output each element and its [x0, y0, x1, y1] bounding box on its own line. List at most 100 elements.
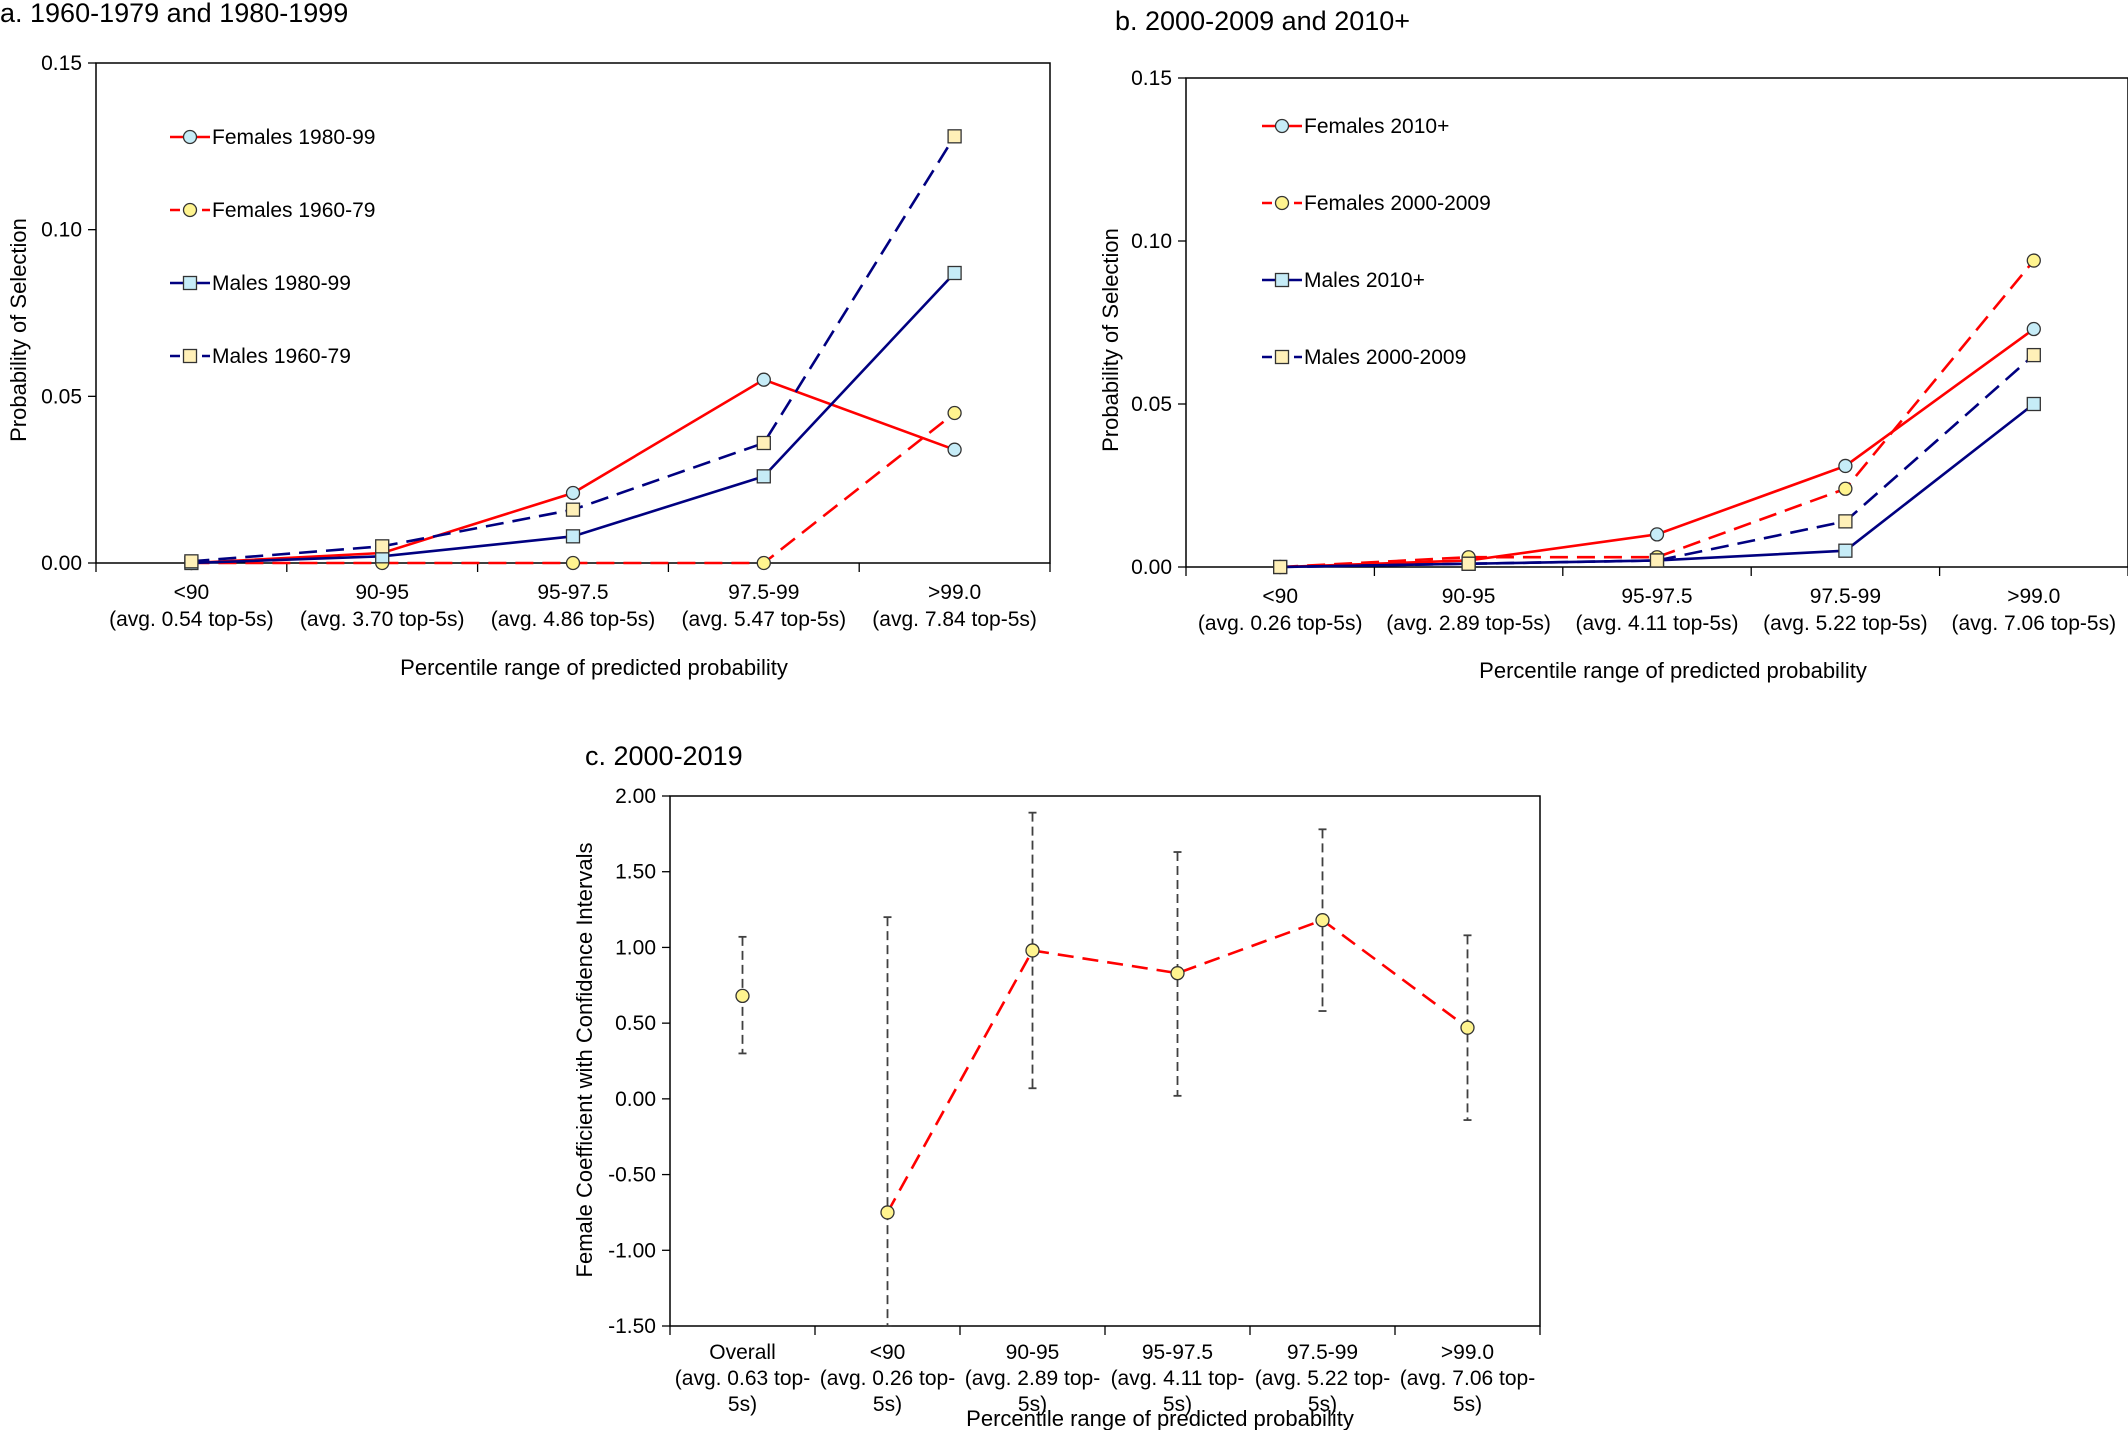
series-line [886, 918, 1469, 1214]
x-tick-sublabel: (avg. 0.26 top- [820, 1367, 955, 1390]
panel-c-x-ticks: Overall (avg. 0.63 top- 5s) <90 (avg. 0.26 t… [669, 1326, 1541, 1416]
x-tick-label: 90-95 [1442, 585, 1496, 608]
panel-b-title: b. 2000-2009 and 2010+ [1115, 6, 1410, 36]
x-tick-sublabel: (avg. 4.11 top-5s) [1575, 612, 1738, 635]
y-tick-label: 0.00 [41, 552, 82, 575]
data-point [2026, 321, 2041, 337]
panel-a-series [184, 129, 962, 571]
panel-b-legend: Females 2010+ Females 2000-2009 Males 2010… [1262, 115, 1491, 369]
legend-marker [182, 348, 198, 364]
data-point [1838, 514, 1853, 529]
x-tick-label: <90 [174, 581, 210, 604]
panel-b-series [1273, 253, 2041, 575]
x-tick-sublabel-2: 5s) [1453, 1393, 1482, 1416]
data-point [1170, 966, 1185, 981]
legend-marker [182, 275, 198, 291]
data-point [735, 988, 750, 1004]
legend-label: Females 1960-79 [212, 199, 375, 222]
x-tick-sublabel: (avg. 7.06 top-5s) [1952, 612, 2117, 635]
legend-marker [1274, 349, 1290, 365]
series-line [191, 272, 956, 565]
data-point [1315, 913, 1330, 928]
legend-marker [182, 202, 198, 218]
x-tick-label: <90 [1262, 585, 1298, 608]
x-tick-sublabel: (avg. 3.70 top-5s) [300, 608, 465, 631]
panel-b-y-axis-label: Probability of Selection [1098, 228, 1123, 452]
y-tick-label: 0.00 [1131, 556, 1172, 579]
x-tick-sublabel: (avg. 2.89 top-5s) [1386, 612, 1551, 635]
legend-marker [1274, 195, 1290, 211]
panel-a-y-axis-label: Probability of Selection [6, 218, 31, 442]
x-tick-label: 90-95 [355, 581, 409, 604]
data-point [565, 485, 581, 501]
y-tick-label: 0.15 [1131, 67, 1172, 90]
panel-c-plot-area [669, 795, 1541, 1327]
panel-c-chart: c. 2000-2019 Female Coefficient with Con… [572, 741, 1541, 1430]
panel-a-legend: Females 1980-99 Females 1960-79 Males 1980… [170, 126, 375, 368]
data-point [756, 372, 771, 387]
x-tick-label: 97.5-99 [1287, 1341, 1358, 1364]
panel-c-series [735, 913, 1475, 1220]
data-point [880, 1205, 895, 1220]
data-point [756, 435, 771, 451]
legend-marker [182, 129, 198, 145]
panel-c-confidence-intervals [738, 811, 1472, 1327]
y-tick-label: 0.15 [41, 52, 82, 75]
data-point [1838, 481, 1853, 496]
data-point [1460, 1020, 1475, 1035]
panel-b-plot-area [1185, 77, 2128, 568]
data-point [2026, 253, 2041, 268]
y-tick-label: -1.00 [608, 1239, 656, 1262]
x-tick-sublabel-2: 5s) [1308, 1393, 1337, 1416]
data-point [184, 554, 199, 569]
x-tick-sublabel: (avg. 4.86 top-5s) [491, 608, 656, 631]
x-tick-sublabel-2: 5s) [873, 1393, 902, 1416]
x-tick-label: 95-97.5 [1142, 1341, 1213, 1364]
x-tick-label: Overall [709, 1341, 776, 1364]
data-point [565, 529, 581, 544]
panel-c-y-ticks: -1.50 -1.00 -0.50 0.00 0.50 1.00 1.50 2.00 [608, 785, 670, 1338]
x-tick-label: <90 [870, 1341, 906, 1364]
legend-marker [1274, 272, 1290, 288]
x-tick-sublabel: (avg. 0.54 top-5s) [109, 608, 274, 631]
data-point [1838, 543, 1853, 558]
y-tick-label: 0.50 [615, 1012, 656, 1035]
panel-a-y-ticks: 0.00 0.05 0.10 0.15 [41, 52, 96, 575]
data-point [947, 129, 962, 144]
panel-b-chart: b. 2000-2009 and 2010+ Probability of Se… [1098, 6, 2128, 683]
panel-b-y-ticks: 0.00 0.05 0.10 0.15 [1131, 67, 1186, 579]
data-point [756, 469, 771, 484]
y-tick-label: 0.10 [1131, 230, 1172, 253]
series-line [1280, 259, 2035, 569]
legend-label: Females 2000-2009 [1304, 192, 1491, 215]
series-line [1280, 402, 2035, 569]
x-tick-sublabel: (avg. 0.26 top-5s) [1198, 612, 1363, 635]
x-tick-sublabel: (avg. 2.89 top- [965, 1367, 1100, 1390]
legend-label: Males 1960-79 [212, 345, 351, 368]
data-point [1273, 559, 1288, 575]
x-tick-label: 97.5-99 [728, 581, 799, 604]
y-tick-label: 1.00 [615, 936, 656, 959]
data-point [1461, 556, 1476, 571]
panel-c-title: c. 2000-2019 [585, 741, 743, 771]
data-point [1649, 527, 1665, 542]
data-point [947, 442, 962, 457]
legend-label: Males 2010+ [1304, 269, 1425, 292]
legend-label: Males 2000-2009 [1304, 346, 1466, 369]
panel-a-x-ticks: <90 (avg. 0.54 top-5s) 90-95 (avg. 3.70 top… [95, 563, 1051, 631]
x-tick-label: 97.5-99 [1810, 585, 1881, 608]
x-tick-sublabel: (avg. 0.63 top- [675, 1367, 810, 1390]
x-tick-label: 90-95 [1006, 1341, 1060, 1364]
data-point [1838, 458, 1853, 474]
x-tick-label: >99.0 [928, 581, 981, 604]
y-tick-label: -0.50 [608, 1164, 656, 1187]
y-tick-label: -1.50 [608, 1315, 656, 1338]
panel-b-x-ticks: <90 (avg. 0.26 top-5s) 90-95 (avg. 2.89 top… [1185, 567, 2128, 635]
x-tick-sublabel-2: 5s) [728, 1393, 757, 1416]
y-tick-label: 0.00 [615, 1088, 656, 1111]
legend-label: Males 1980-99 [212, 272, 351, 295]
data-point [947, 265, 962, 281]
y-tick-label: 0.10 [41, 219, 82, 242]
data-point [1025, 943, 1040, 958]
